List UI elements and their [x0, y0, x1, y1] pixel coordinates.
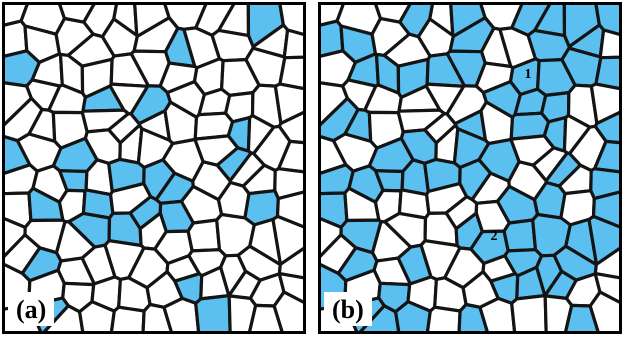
grain	[109, 305, 146, 334]
grain-map-b: 12	[318, 2, 622, 334]
grain	[478, 296, 517, 334]
grain	[277, 245, 306, 280]
grain	[598, 28, 622, 60]
grain	[588, 290, 622, 334]
panel-frame	[2, 2, 306, 334]
grain-highlighted	[194, 294, 232, 334]
grain	[425, 305, 462, 334]
grain	[510, 294, 548, 334]
grain	[186, 218, 222, 253]
panel-a: (a)	[2, 2, 306, 334]
grain-highlighted	[502, 218, 538, 253]
grain-marker-1: 1	[525, 67, 532, 82]
grain	[162, 296, 201, 334]
panel-frame	[318, 2, 622, 334]
grain	[272, 290, 306, 334]
panel-label-a: (a)	[8, 292, 55, 326]
grain	[593, 245, 622, 280]
grain-marker-2: 2	[491, 229, 498, 244]
grain-map-a	[2, 2, 306, 334]
panel-label-b: (b)	[324, 292, 372, 326]
grain	[277, 272, 306, 306]
grain	[593, 272, 622, 306]
grain	[282, 28, 306, 60]
